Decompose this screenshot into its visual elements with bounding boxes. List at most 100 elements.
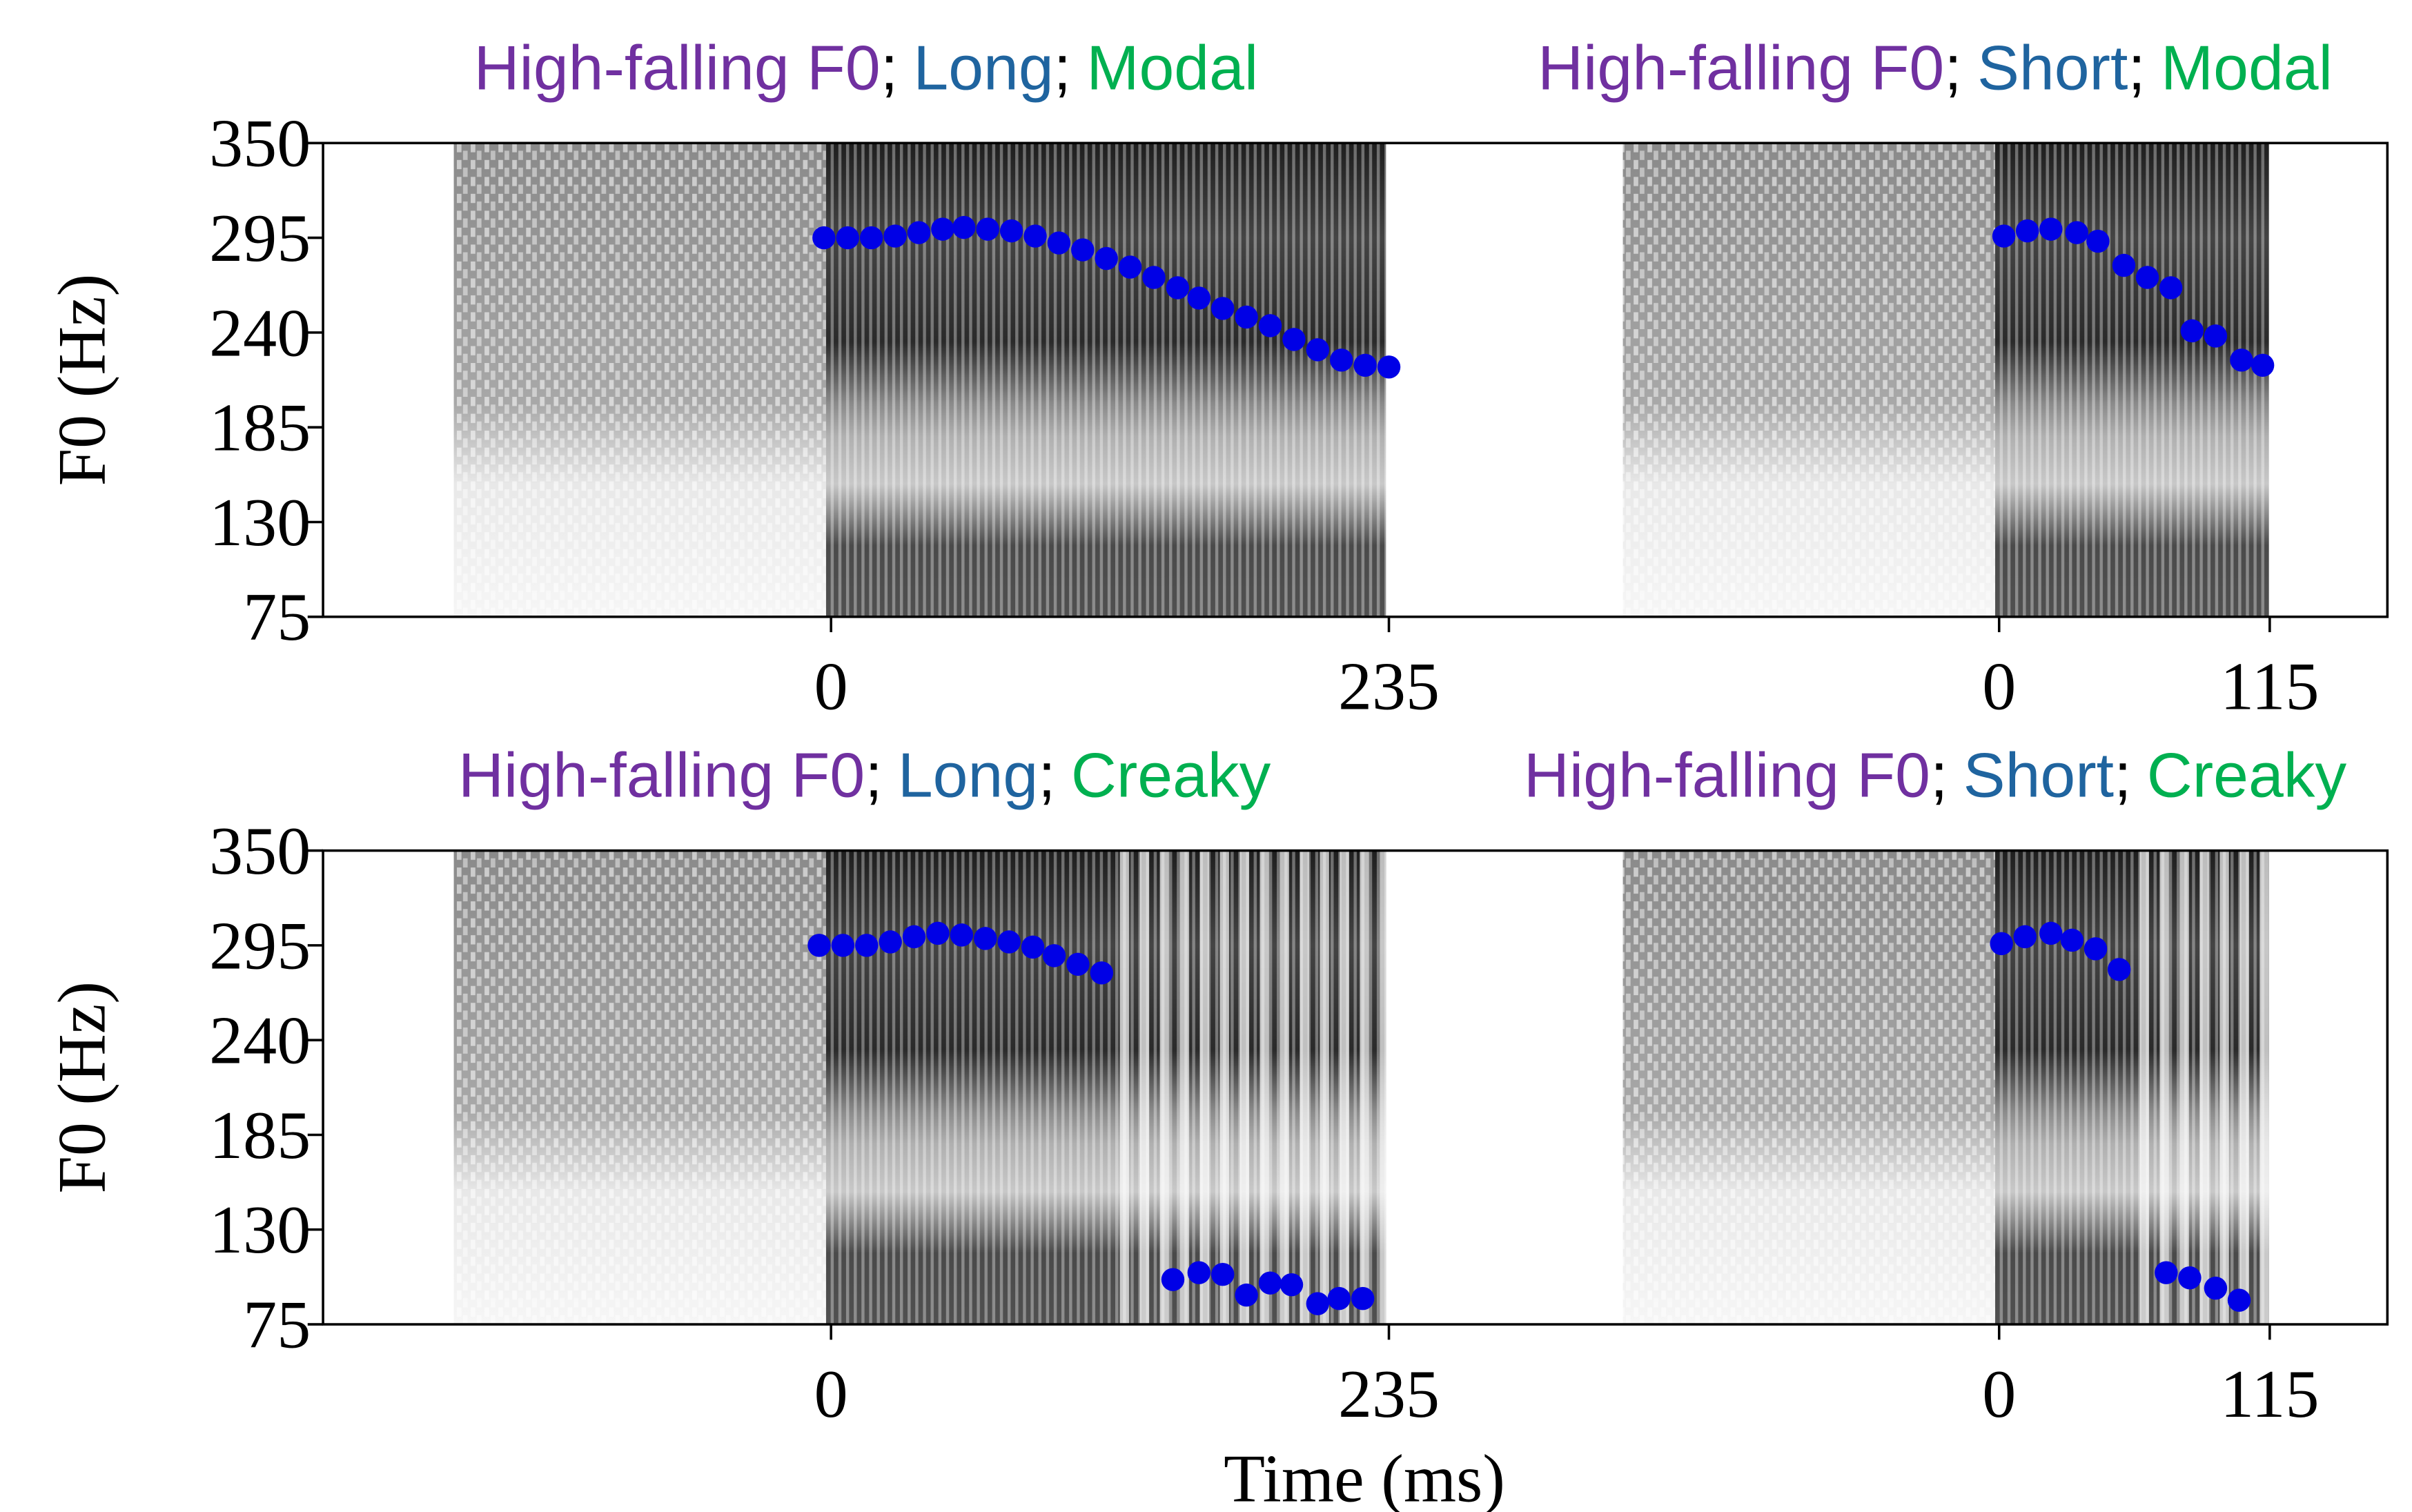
f0-point — [907, 221, 931, 244]
title-part: ; — [1038, 740, 1055, 811]
f0-point — [1187, 286, 1211, 310]
title-part: Modal — [1086, 32, 1258, 103]
x-tick-label: 0 — [1982, 1357, 2016, 1432]
f0-point — [2178, 1266, 2202, 1290]
f0-point — [1211, 1262, 1235, 1286]
f0-point — [1142, 266, 1166, 289]
f0-point — [2039, 921, 2063, 945]
panel-title: High-falling F0; Long; Creaky — [458, 740, 1271, 811]
f0-point — [2230, 348, 2253, 372]
f0-point — [950, 923, 974, 947]
f0-point — [1282, 328, 1306, 351]
f0-point — [1042, 944, 1066, 968]
panel-title: High-falling F0; Short; Creaky — [1524, 740, 2347, 811]
title-part: ; — [881, 32, 898, 103]
title-part: Long — [913, 32, 1053, 103]
f0-point — [1066, 952, 1090, 976]
title-part: ; — [2114, 740, 2131, 811]
plot-frame — [322, 141, 2389, 618]
f0-point — [1279, 1273, 1304, 1297]
y-tick-label: 295 — [209, 909, 311, 983]
y-tick-label: 185 — [209, 1099, 311, 1173]
title-part: ; — [865, 740, 882, 811]
title-part: ; — [2128, 32, 2145, 103]
f0-point — [2227, 1288, 2251, 1312]
f0-point — [1258, 314, 1282, 337]
f0-point — [1211, 297, 1235, 320]
f0-point — [859, 226, 883, 250]
x-tick-label: 0 — [814, 650, 848, 725]
title-part: Creaky — [2147, 740, 2347, 811]
f0-point — [2013, 925, 2037, 949]
y-tick-label: 75 — [243, 1288, 311, 1363]
title-part: High-falling F0 — [1524, 740, 1930, 811]
y-tick-label: 350 — [209, 814, 311, 889]
f0-point — [2155, 1261, 2178, 1284]
f0-point — [997, 930, 1021, 954]
f0-point — [2107, 958, 2131, 981]
f0-point — [1258, 1271, 1282, 1295]
y-tick-label: 240 — [209, 296, 311, 371]
y-tick-label: 185 — [209, 391, 311, 466]
f0-point — [2060, 928, 2084, 952]
f0-point — [931, 217, 954, 241]
f0-point — [974, 927, 997, 950]
f0-point — [1235, 305, 1258, 329]
f0-point — [812, 226, 836, 250]
f0-point — [2204, 324, 2228, 348]
y-axis-label: F0 (Hz) — [46, 981, 120, 1194]
f0-point — [1118, 255, 1142, 279]
title-part: High-falling F0 — [458, 740, 865, 811]
f0-point — [1353, 353, 1377, 377]
f0-point — [1166, 276, 1190, 300]
f0-point — [1330, 348, 1353, 372]
f0-point — [2135, 266, 2159, 289]
f0-point — [2204, 1276, 2228, 1300]
title-part: Modal — [2161, 32, 2333, 103]
f0-point — [926, 921, 950, 945]
title-part: High-falling F0 — [1538, 32, 1944, 103]
x-axis-label: Time (ms) — [1224, 1442, 1505, 1512]
f0-point — [2086, 229, 2110, 253]
f0-point — [1377, 355, 1401, 379]
title-part: ; — [1930, 740, 1948, 811]
f0-point — [1090, 961, 1114, 985]
f0-point — [2039, 217, 2063, 241]
f0-point — [1161, 1268, 1185, 1291]
f0-point — [1306, 338, 1330, 362]
spectrogram-row-2 — [453, 850, 2269, 1325]
panel-title: High-falling F0; Short; Modal — [1538, 32, 2333, 103]
f0-point — [2083, 937, 2108, 961]
f0-point — [952, 215, 976, 239]
plot-frame — [322, 849, 2389, 1326]
title-part: High-falling F0 — [474, 32, 881, 103]
title-part: Creaky — [1071, 740, 1271, 811]
f0-point — [1235, 1283, 1258, 1307]
y-tick-label: 130 — [209, 1193, 311, 1268]
f0-point — [855, 934, 879, 957]
f0-point — [879, 930, 902, 954]
f0-point — [976, 217, 999, 241]
title-part: Short — [1963, 740, 2114, 811]
y-tick-label: 130 — [209, 486, 311, 560]
f0-point — [1327, 1286, 1351, 1310]
f0-point — [2180, 319, 2204, 343]
f0-point — [1990, 932, 2013, 956]
spectrogram-row-1 — [453, 143, 2269, 617]
x-tick-label: 115 — [2220, 650, 2319, 725]
x-tick-label: 0 — [814, 1357, 848, 1432]
panel-title: High-falling F0; Long; Modal — [474, 32, 1259, 103]
f0-point — [1351, 1286, 1375, 1310]
f0-point — [1021, 935, 1045, 959]
title-part: Short — [1977, 32, 2128, 103]
f0-point — [2112, 253, 2136, 277]
f0-point — [2015, 219, 2039, 243]
y-tick-label: 75 — [243, 580, 311, 655]
y-tick-label: 295 — [209, 202, 311, 276]
f0-point — [2065, 221, 2088, 244]
x-tick-label: 0 — [1982, 650, 2016, 725]
title-part: Long — [898, 740, 1038, 811]
f0-point — [836, 226, 859, 250]
f0-point — [883, 224, 907, 248]
